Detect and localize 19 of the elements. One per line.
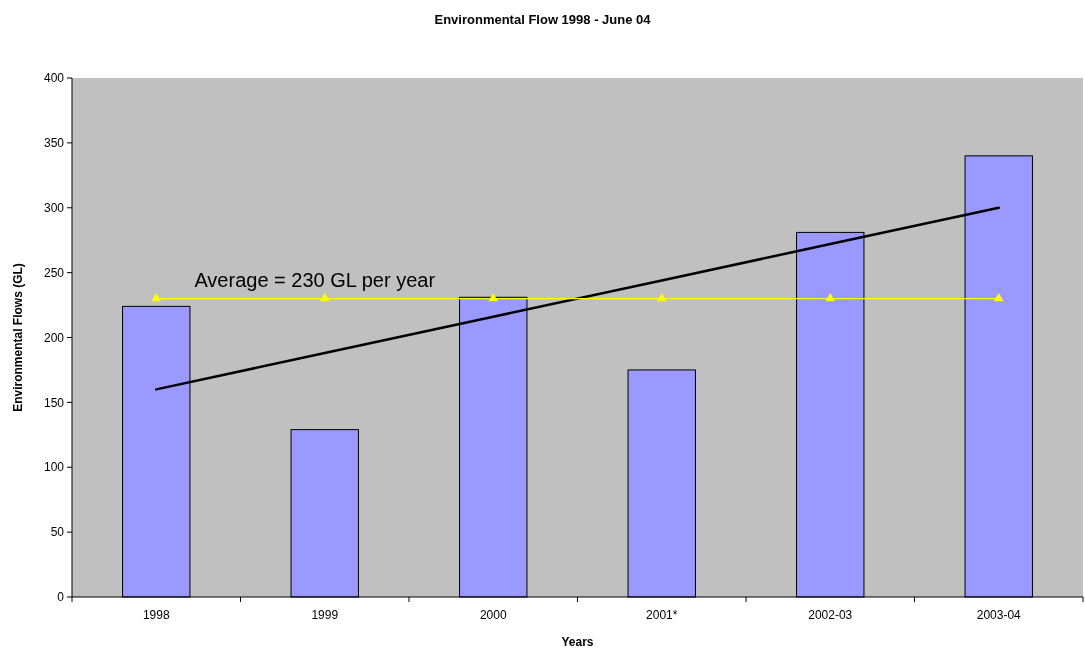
y-tick-label: 250 — [43, 265, 65, 280]
y-tick-label: 350 — [43, 136, 65, 151]
y-axis-title: Environmental Flows (GL) — [11, 263, 25, 412]
chart-title: Environmental Flow 1998 - June 04 — [434, 12, 652, 27]
annotation: Average = 230 GL per year — [194, 268, 436, 291]
y-tick-label: 150 — [43, 395, 65, 410]
x-tick-label: 1998 — [142, 608, 170, 622]
y-tick-label: 0 — [57, 590, 65, 605]
y-tick-label: 400 — [43, 71, 65, 86]
x-tick-label: 2003-04 — [976, 608, 1022, 622]
y-tick-label: 200 — [43, 330, 65, 345]
x-tick-label: 1999 — [311, 608, 339, 622]
y-tick-label: 300 — [43, 200, 65, 215]
x-axis-title: Years — [561, 635, 594, 649]
x-tick-label: 2000 — [479, 608, 507, 622]
x-tick-label: 2001* — [646, 608, 678, 622]
y-tick-label: 50 — [50, 525, 65, 540]
y-tick-label: 100 — [43, 460, 65, 475]
x-tick-label: 2002-03 — [808, 608, 853, 622]
